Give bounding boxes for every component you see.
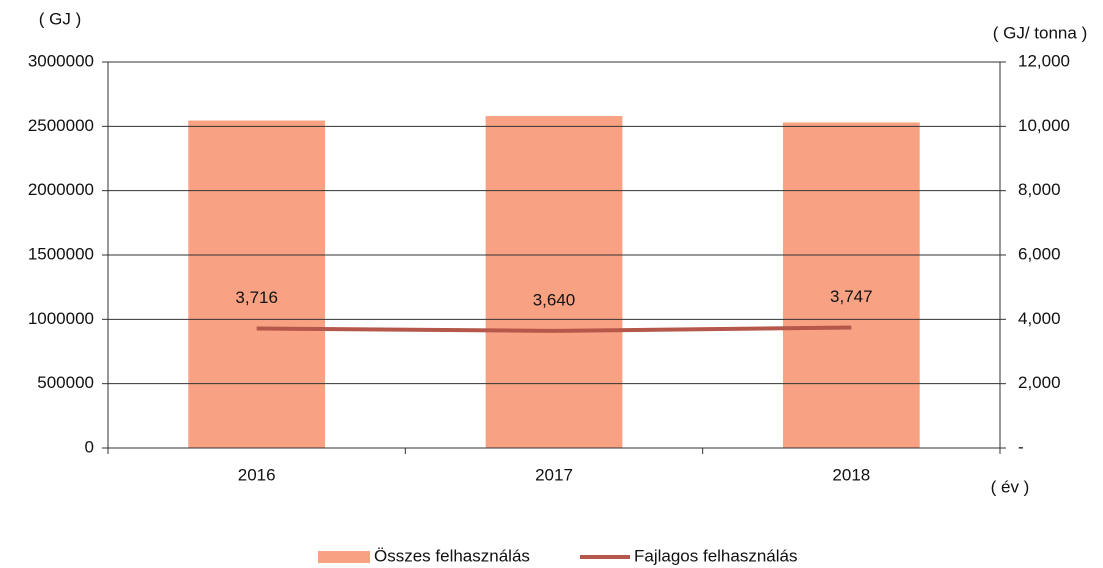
data-label: 3,747: [830, 287, 873, 306]
data-label: 3,640: [533, 290, 576, 309]
x-tick-label: 2016: [238, 465, 276, 484]
y-tick-label: 3000000: [28, 51, 94, 70]
legend-label: Fajlagos felhasználás: [634, 546, 797, 565]
y2-tick-label: 10,000: [1018, 116, 1070, 135]
data-label: 3,716: [235, 288, 278, 307]
y-tick-label: 1000000: [28, 309, 94, 328]
bar: [782, 122, 920, 449]
y-tick-label: 2000000: [28, 180, 94, 199]
y-tick-label: 0: [85, 437, 94, 456]
y-tick-label: 500000: [37, 373, 94, 392]
y-tick-label: 1500000: [28, 244, 94, 263]
y2-tick-label: 6,000: [1018, 244, 1061, 263]
y2-tick-label: 4,000: [1018, 309, 1061, 328]
y-axis-label: ( GJ ): [39, 9, 82, 28]
y2-tick-label: 12,000: [1018, 51, 1070, 70]
y2-axis-label: ( GJ/ tonna ): [993, 23, 1087, 42]
x-tick-label: 2018: [832, 465, 870, 484]
y2-tick-label: -: [1018, 437, 1024, 456]
legend-swatch: [318, 551, 370, 563]
legend-label: Összes felhasználás: [374, 546, 530, 565]
y2-tick-label: 8,000: [1018, 180, 1061, 199]
line: [256, 325, 852, 333]
x-axis-label: ( év ): [991, 477, 1030, 496]
bar: [188, 120, 326, 448]
y-tick-label: 2500000: [28, 116, 94, 135]
x-tick-label: 2017: [535, 465, 573, 484]
y2-tick-label: 2,000: [1018, 373, 1061, 392]
bar: [485, 116, 623, 448]
